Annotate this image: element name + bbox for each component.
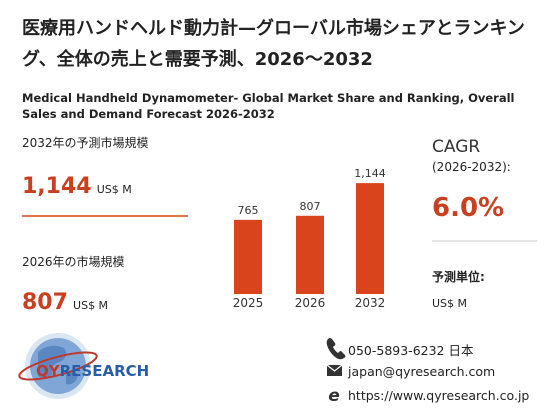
current-label: 2026年の市場規模 xyxy=(22,255,125,269)
x-tick-label: 2025 xyxy=(233,296,264,310)
logo-part1: QY xyxy=(36,362,60,380)
current-block: 807 US$ M xyxy=(22,290,108,315)
logo-part2: RESEARCH xyxy=(59,362,150,380)
x-tick-label: 2032 xyxy=(355,296,386,310)
forecast-block: 1,144 US$ M xyxy=(22,174,132,199)
value-label: 765 xyxy=(238,204,259,217)
bar xyxy=(296,215,324,294)
subtitle: Medical Handheld Dynamometer- Global Mar… xyxy=(22,91,515,121)
website: https://www.qyresearch.co.jp xyxy=(348,388,530,403)
unit-label: 予測単位: xyxy=(432,270,485,284)
value-label: 807 xyxy=(300,200,321,213)
svg-text:e: e xyxy=(328,386,340,406)
current-value: 807 xyxy=(22,290,68,315)
bar xyxy=(356,183,384,294)
current-unit: US$ M xyxy=(73,299,109,312)
bar xyxy=(234,219,262,294)
logo-text: QYRESEARCH xyxy=(36,362,149,380)
phone: 050-5893-6232 日本 xyxy=(348,343,474,358)
web-icon: e xyxy=(328,386,340,406)
forecast-label: 2032年の予測市場規模 xyxy=(22,136,149,150)
forecast-unit: US$ M xyxy=(96,183,132,196)
cagr-period: (2026-2032): xyxy=(432,160,511,174)
x-tick-label: 2026 xyxy=(295,296,326,310)
logo-globe xyxy=(18,333,98,399)
forecast-value: 1,144 xyxy=(22,174,92,199)
email-icon xyxy=(326,364,343,376)
unit-value: US$ M xyxy=(432,297,468,310)
phone-icon xyxy=(326,338,346,360)
value-label: 1,144 xyxy=(354,167,386,180)
cagr-label: CAGR xyxy=(432,137,481,157)
cagr-value: 6.0% xyxy=(432,193,505,223)
title: 医療用ハンドヘルド動力計—グローバル市場シェアとランキング、全体の売上と需要予測… xyxy=(22,18,525,70)
email: japan@qyresearch.com xyxy=(348,364,496,379)
